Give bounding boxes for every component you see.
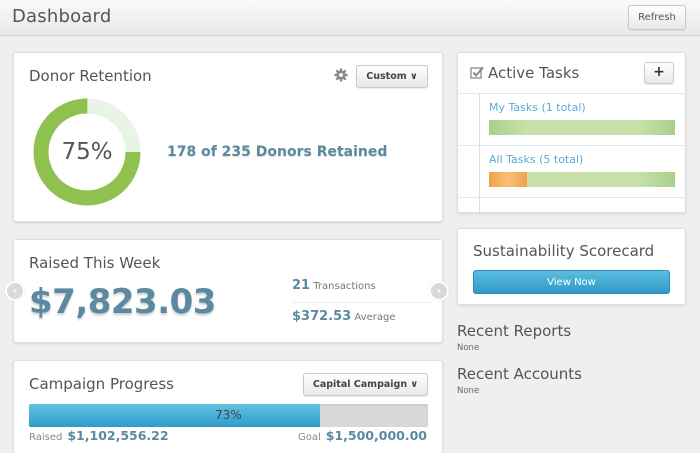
- goal-label: Goal: [297, 432, 321, 443]
- campaign-progress-card: Campaign Progress Capital Campaign ∨ 73%…: [13, 360, 443, 453]
- transactions-label: Transactions: [313, 281, 376, 292]
- goal-total: Goal $1,500,000.00: [298, 428, 427, 443]
- my-tasks-link[interactable]: My Tasks (1 total): [489, 101, 586, 114]
- retention-donut-chart: [33, 98, 141, 206]
- raised-total-amount: $1,102,556.22: [67, 428, 169, 443]
- average-label: Average: [354, 312, 396, 323]
- add-task-button[interactable]: +: [644, 62, 674, 84]
- recent-accounts-title: Recent Accounts: [457, 365, 582, 383]
- raised-total: Raised $1,102,556.22: [29, 428, 169, 443]
- retention-percent: 75%: [61, 139, 113, 165]
- campaign-progress-title: Campaign Progress: [29, 375, 174, 393]
- refresh-button[interactable]: Refresh: [628, 5, 686, 30]
- donor-retention-card: Donor Retention Custom ∨ 75% 178 of 235 …: [13, 52, 443, 222]
- checkbox-icon: [470, 66, 484, 79]
- gear-icon[interactable]: [334, 68, 348, 82]
- page-header: Dashboard Refresh: [0, 0, 700, 36]
- view-now-button[interactable]: View Now: [473, 270, 670, 294]
- sustainability-scorecard-card: Sustainability Scorecard View Now: [457, 228, 686, 305]
- raised-label: Raised: [29, 432, 63, 443]
- notebook-line: [458, 93, 685, 94]
- donor-retention-title: Donor Retention: [29, 67, 152, 85]
- campaign-select-dropdown[interactable]: Capital Campaign ∨: [303, 373, 428, 396]
- campaign-progress-percent: 73%: [215, 408, 242, 422]
- notebook-margin-line: [479, 94, 480, 212]
- raised-amount: $7,823.03: [29, 282, 216, 322]
- notebook-line: [458, 197, 685, 198]
- stat-divider: [292, 302, 432, 303]
- donors-retained-summary: 178 of 235 Donors Retained: [167, 144, 388, 160]
- recent-accounts-value: None: [457, 386, 480, 396]
- active-tasks-title: Active Tasks: [488, 64, 580, 82]
- raised-this-week-card: Raised This Week $7,823.03 21 Transactio…: [13, 239, 443, 343]
- goal-amount: $1,500,000.00: [325, 428, 427, 443]
- chevron-left-icon[interactable]: ‹: [5, 281, 25, 301]
- overdue-segment: [489, 172, 527, 187]
- my-tasks-bar: [489, 120, 675, 135]
- transactions-stat: 21 Transactions: [292, 278, 376, 293]
- sustainability-title: Sustainability Scorecard: [473, 242, 655, 260]
- transactions-count: 21: [292, 278, 311, 293]
- all-tasks-bar: [489, 172, 675, 187]
- raised-this-week-title: Raised This Week: [29, 254, 161, 272]
- date-range-dropdown[interactable]: Custom ∨: [356, 65, 428, 88]
- page-title: Dashboard: [12, 6, 112, 27]
- chevron-right-icon[interactable]: ›: [429, 281, 449, 301]
- active-tasks-card: Active Tasks + My Tasks (1 total) All Ta…: [457, 52, 686, 213]
- average-amount: $372.53: [292, 309, 352, 324]
- all-tasks-link[interactable]: All Tasks (5 total): [489, 153, 584, 166]
- recent-reports-title: Recent Reports: [457, 322, 572, 340]
- average-stat: $372.53 Average: [292, 309, 395, 324]
- campaign-progress-fill: [29, 404, 321, 427]
- notebook-line: [458, 145, 685, 146]
- recent-reports-value: None: [457, 343, 480, 353]
- campaign-progress-bar: 73%: [29, 404, 428, 427]
